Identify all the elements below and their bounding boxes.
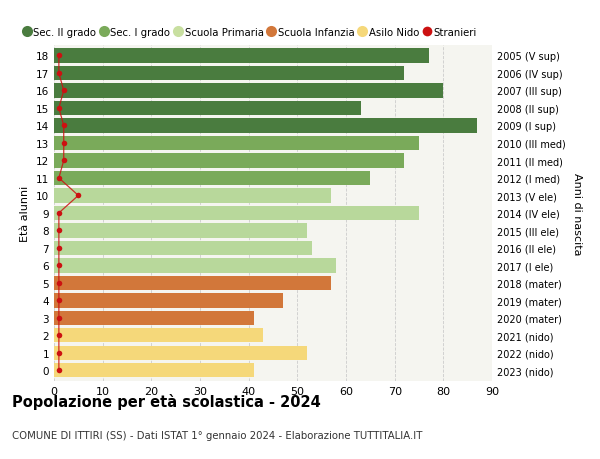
Point xyxy=(59,157,68,165)
Point xyxy=(54,227,64,235)
Text: Popolazione per età scolastica - 2024: Popolazione per età scolastica - 2024 xyxy=(12,393,321,409)
Point xyxy=(54,349,64,357)
Bar xyxy=(54,171,370,186)
Bar xyxy=(54,241,312,256)
Point xyxy=(54,70,64,78)
Bar xyxy=(54,329,263,343)
Point xyxy=(54,175,64,182)
Bar xyxy=(54,119,478,133)
Bar xyxy=(54,311,254,325)
Bar xyxy=(54,364,254,378)
Point xyxy=(59,123,68,130)
Point xyxy=(54,262,64,269)
Point xyxy=(59,140,68,147)
Point xyxy=(54,105,64,112)
Bar xyxy=(54,258,336,273)
Y-axis label: Età alunni: Età alunni xyxy=(20,185,31,241)
Bar xyxy=(54,101,361,116)
Point xyxy=(54,53,64,60)
Bar xyxy=(54,154,404,168)
Bar xyxy=(54,206,419,221)
Legend: Sec. II grado, Sec. I grado, Scuola Primaria, Scuola Infanzia, Asilo Nido, Stran: Sec. II grado, Sec. I grado, Scuola Prim… xyxy=(24,28,476,38)
Bar xyxy=(54,276,331,291)
Point xyxy=(54,367,64,374)
Point xyxy=(74,192,83,200)
Point xyxy=(54,314,64,322)
Bar xyxy=(54,224,307,238)
Point xyxy=(59,88,68,95)
Point xyxy=(54,297,64,304)
Y-axis label: Anni di nascita: Anni di nascita xyxy=(572,172,582,255)
Bar xyxy=(54,136,419,151)
Bar xyxy=(54,189,331,203)
Bar xyxy=(54,346,307,360)
Point xyxy=(54,210,64,217)
Point xyxy=(54,280,64,287)
Bar xyxy=(54,67,404,81)
Point xyxy=(54,245,64,252)
Point xyxy=(54,332,64,339)
Bar xyxy=(54,84,443,98)
Bar xyxy=(54,49,429,63)
Bar xyxy=(54,294,283,308)
Text: COMUNE DI ITTIRI (SS) - Dati ISTAT 1° gennaio 2024 - Elaborazione TUTTITALIA.IT: COMUNE DI ITTIRI (SS) - Dati ISTAT 1° ge… xyxy=(12,431,422,440)
